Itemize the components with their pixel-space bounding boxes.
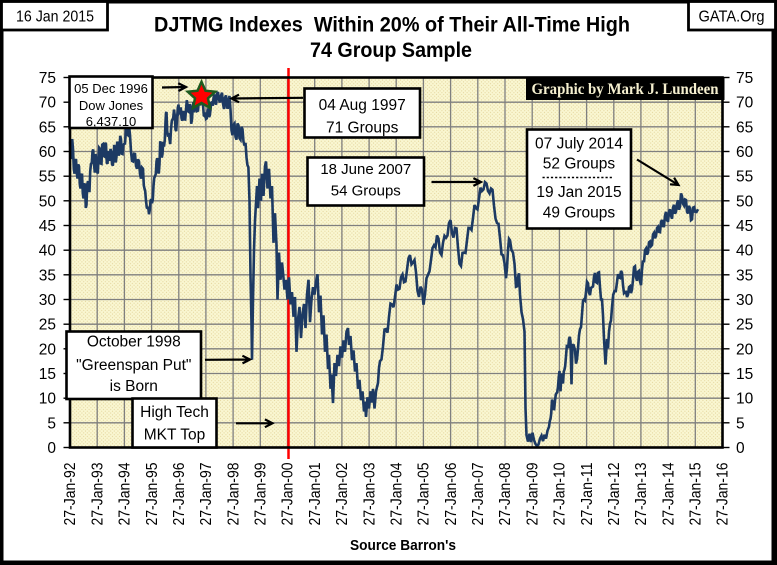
svg-text:October 1998: October 1998 — [87, 334, 181, 351]
svg-text:45: 45 — [736, 218, 753, 235]
svg-text:71 Groups: 71 Groups — [326, 120, 399, 137]
svg-text:27-Jan-16: 27-Jan-16 — [715, 462, 732, 525]
svg-text:6,437.10: 6,437.10 — [86, 114, 137, 129]
svg-text:High Tech: High Tech — [140, 404, 209, 421]
svg-text:07 July 2014: 07 July 2014 — [535, 136, 623, 153]
svg-text:45: 45 — [39, 218, 56, 235]
svg-text:50: 50 — [39, 193, 57, 210]
svg-text:10: 10 — [39, 391, 57, 408]
svg-text:27-Jan-09: 27-Jan-09 — [524, 462, 541, 525]
svg-text:70: 70 — [736, 95, 754, 112]
svg-text:27-Jan-99: 27-Jan-99 — [253, 462, 270, 525]
svg-text:GATA.Org: GATA.Org — [699, 9, 765, 26]
svg-text:is Born: is Born — [110, 378, 158, 395]
svg-text:27-Jan-06: 27-Jan-06 — [443, 462, 460, 525]
svg-text:27-Jan-96: 27-Jan-96 — [171, 462, 188, 525]
svg-text:40: 40 — [736, 243, 754, 260]
svg-text:30: 30 — [39, 292, 57, 309]
svg-text:27-Jan-13: 27-Jan-13 — [633, 462, 650, 525]
svg-text:15: 15 — [39, 366, 56, 383]
svg-text:5: 5 — [47, 415, 56, 432]
svg-text:5: 5 — [736, 415, 745, 432]
svg-text:55: 55 — [736, 169, 753, 186]
svg-text:27-Jan-05: 27-Jan-05 — [416, 462, 433, 525]
svg-text:27-Jan-92: 27-Jan-92 — [62, 462, 79, 525]
svg-text:27-Jan-10: 27-Jan-10 — [552, 462, 569, 525]
svg-text:25: 25 — [39, 317, 56, 334]
svg-text:27-Jan-97: 27-Jan-97 — [198, 462, 215, 525]
svg-text:35: 35 — [39, 267, 56, 284]
svg-text:60: 60 — [39, 144, 57, 161]
svg-text:65: 65 — [736, 119, 753, 136]
svg-text:27-Jan-14: 27-Jan-14 — [660, 462, 677, 525]
svg-text:27-Jan-01: 27-Jan-01 — [307, 462, 324, 525]
svg-text:Dow Jones: Dow Jones — [79, 98, 144, 113]
svg-text:65: 65 — [39, 119, 56, 136]
svg-text:27-Jan-95: 27-Jan-95 — [144, 462, 161, 525]
svg-text:15: 15 — [736, 366, 753, 383]
svg-text:27-Jan-12: 27-Jan-12 — [606, 462, 623, 525]
svg-text:75: 75 — [736, 70, 753, 87]
svg-text:70: 70 — [39, 95, 57, 112]
svg-text:27-Jan-93: 27-Jan-93 — [89, 462, 106, 525]
svg-text:40: 40 — [39, 243, 57, 260]
svg-text:0: 0 — [47, 440, 56, 457]
svg-text:"Greenspan Put": "Greenspan Put" — [76, 357, 191, 374]
svg-text:04 Aug 1997: 04 Aug 1997 — [319, 97, 406, 114]
svg-text:52 Groups: 52 Groups — [543, 156, 616, 173]
svg-text:27-Jan-03: 27-Jan-03 — [361, 462, 378, 525]
svg-text:Graphic by Mark J. Lundeen: Graphic by Mark J. Lundeen — [532, 81, 719, 98]
svg-text:27-Jan-07: 27-Jan-07 — [470, 462, 487, 525]
svg-text:74 Group Sample: 74 Group Sample — [310, 39, 472, 62]
svg-text:55: 55 — [39, 169, 56, 186]
svg-text:50: 50 — [736, 193, 754, 210]
svg-text:27-Jan-02: 27-Jan-02 — [334, 462, 351, 525]
svg-text:27-Jan-00: 27-Jan-00 — [280, 462, 297, 525]
svg-text:18 June 2007: 18 June 2007 — [320, 161, 411, 178]
svg-text:27-Jan-04: 27-Jan-04 — [388, 462, 405, 525]
svg-text:27-Jan-98: 27-Jan-98 — [225, 462, 242, 525]
svg-text:25: 25 — [736, 317, 753, 334]
svg-text:MKT Top: MKT Top — [144, 427, 205, 444]
svg-text:49 Groups: 49 Groups — [543, 205, 616, 222]
svg-text:60: 60 — [736, 144, 754, 161]
svg-text:27-Jan-08: 27-Jan-08 — [497, 462, 514, 525]
svg-text:16 Jan 2015: 16 Jan 2015 — [16, 9, 94, 26]
svg-text:27-Jan-11: 27-Jan-11 — [579, 462, 596, 525]
svg-text:35: 35 — [736, 267, 753, 284]
svg-text:19 Jan 2015: 19 Jan 2015 — [536, 184, 621, 201]
svg-text:27-Jan-94: 27-Jan-94 — [117, 462, 134, 525]
svg-text:10: 10 — [736, 391, 754, 408]
svg-text:DJTMG Indexes Within 20% of T: DJTMG Indexes Within 20% of Their All-Ti… — [154, 14, 630, 37]
svg-text:54 Groups: 54 Groups — [331, 183, 401, 200]
svg-text:30: 30 — [736, 292, 754, 309]
svg-text:Source Barron's: Source Barron's — [350, 537, 456, 554]
svg-text:20: 20 — [736, 341, 754, 358]
svg-text:27-Jan-15: 27-Jan-15 — [688, 462, 705, 525]
svg-text:20: 20 — [39, 341, 57, 358]
svg-text:05 Dec 1996: 05 Dec 1996 — [74, 81, 148, 96]
svg-text:0: 0 — [736, 440, 745, 457]
svg-text:75: 75 — [39, 70, 56, 87]
